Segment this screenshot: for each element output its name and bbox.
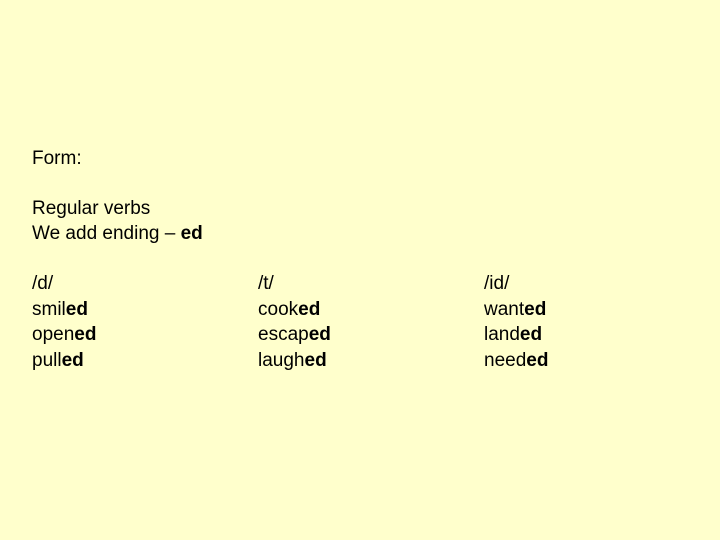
word-item: opened: [32, 322, 258, 348]
word-suffix: ed: [74, 324, 96, 345]
word-stem: open: [32, 324, 74, 345]
word-item: smiled: [32, 297, 258, 323]
word-suffix: ed: [520, 324, 542, 345]
word-suffix: ed: [62, 350, 84, 371]
column-d: /d/ smiled opened pulled: [32, 271, 258, 374]
word-item: landed: [484, 322, 710, 348]
spacer: [32, 172, 720, 196]
word-item: escaped: [258, 322, 484, 348]
word-item: laughed: [258, 348, 484, 374]
intro-line-2-bold: ed: [181, 223, 203, 244]
word-stem: escap: [258, 324, 309, 345]
word-suffix: ed: [309, 324, 331, 345]
word-stem: laugh: [258, 350, 305, 371]
word-suffix: ed: [524, 299, 546, 320]
word-stem: pull: [32, 350, 62, 371]
column-t: /t/ cooked escaped laughed: [258, 271, 484, 374]
intro-line-1: Regular verbs: [32, 196, 720, 222]
word-stem: land: [484, 324, 520, 345]
word-item: cooked: [258, 297, 484, 323]
word-stem: want: [484, 299, 524, 320]
word-stem: need: [484, 350, 526, 371]
word-suffix: ed: [526, 350, 548, 371]
form-heading: Form:: [32, 146, 720, 172]
intro-line-2: We add ending – ed: [32, 221, 720, 247]
column-id: /id/ wanted landed needed: [484, 271, 710, 374]
columns-container: /d/ smiled opened pulled /t/ cooked esca…: [32, 271, 720, 374]
sound-label: /id/: [484, 271, 710, 297]
word-suffix: ed: [66, 299, 88, 320]
sound-label: /d/: [32, 271, 258, 297]
word-item: wanted: [484, 297, 710, 323]
word-stem: smil: [32, 299, 66, 320]
word-suffix: ed: [305, 350, 327, 371]
intro-line-2-prefix: We add ending –: [32, 223, 181, 244]
slide: Form: Regular verbs We add ending – ed /…: [0, 0, 720, 540]
word-suffix: ed: [298, 299, 320, 320]
sound-label: /t/: [258, 271, 484, 297]
word-item: pulled: [32, 348, 258, 374]
word-item: needed: [484, 348, 710, 374]
word-stem: cook: [258, 299, 298, 320]
